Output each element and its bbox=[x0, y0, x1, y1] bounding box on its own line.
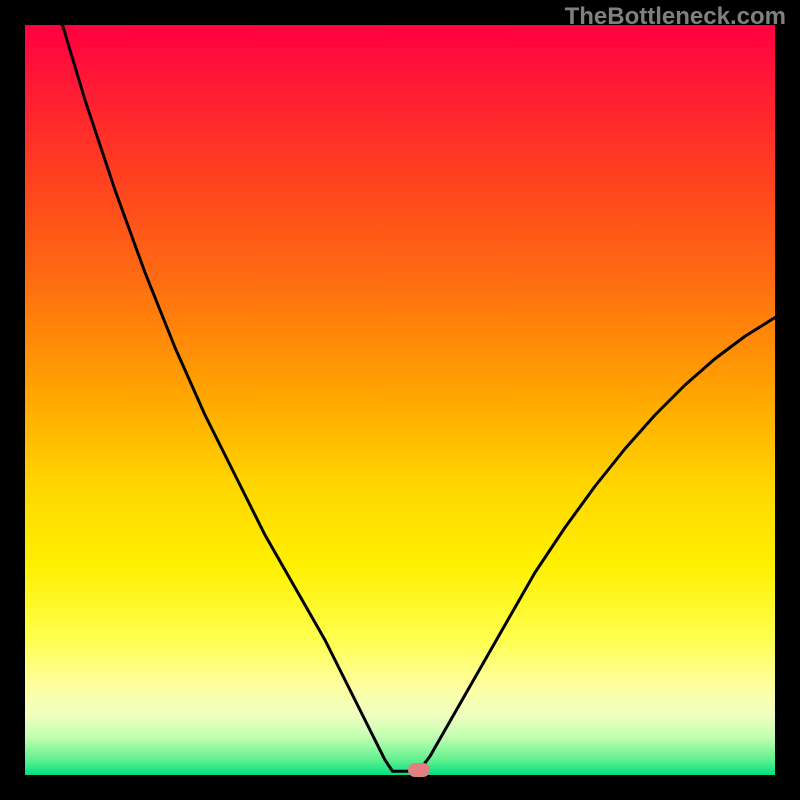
bottleneck-curve bbox=[25, 25, 775, 775]
plot-area bbox=[25, 25, 775, 775]
optimum-marker bbox=[408, 763, 430, 777]
curve-path bbox=[63, 25, 776, 771]
chart-stage: TheBottleneck.com bbox=[0, 0, 800, 800]
watermark-text: TheBottleneck.com bbox=[565, 3, 786, 31]
